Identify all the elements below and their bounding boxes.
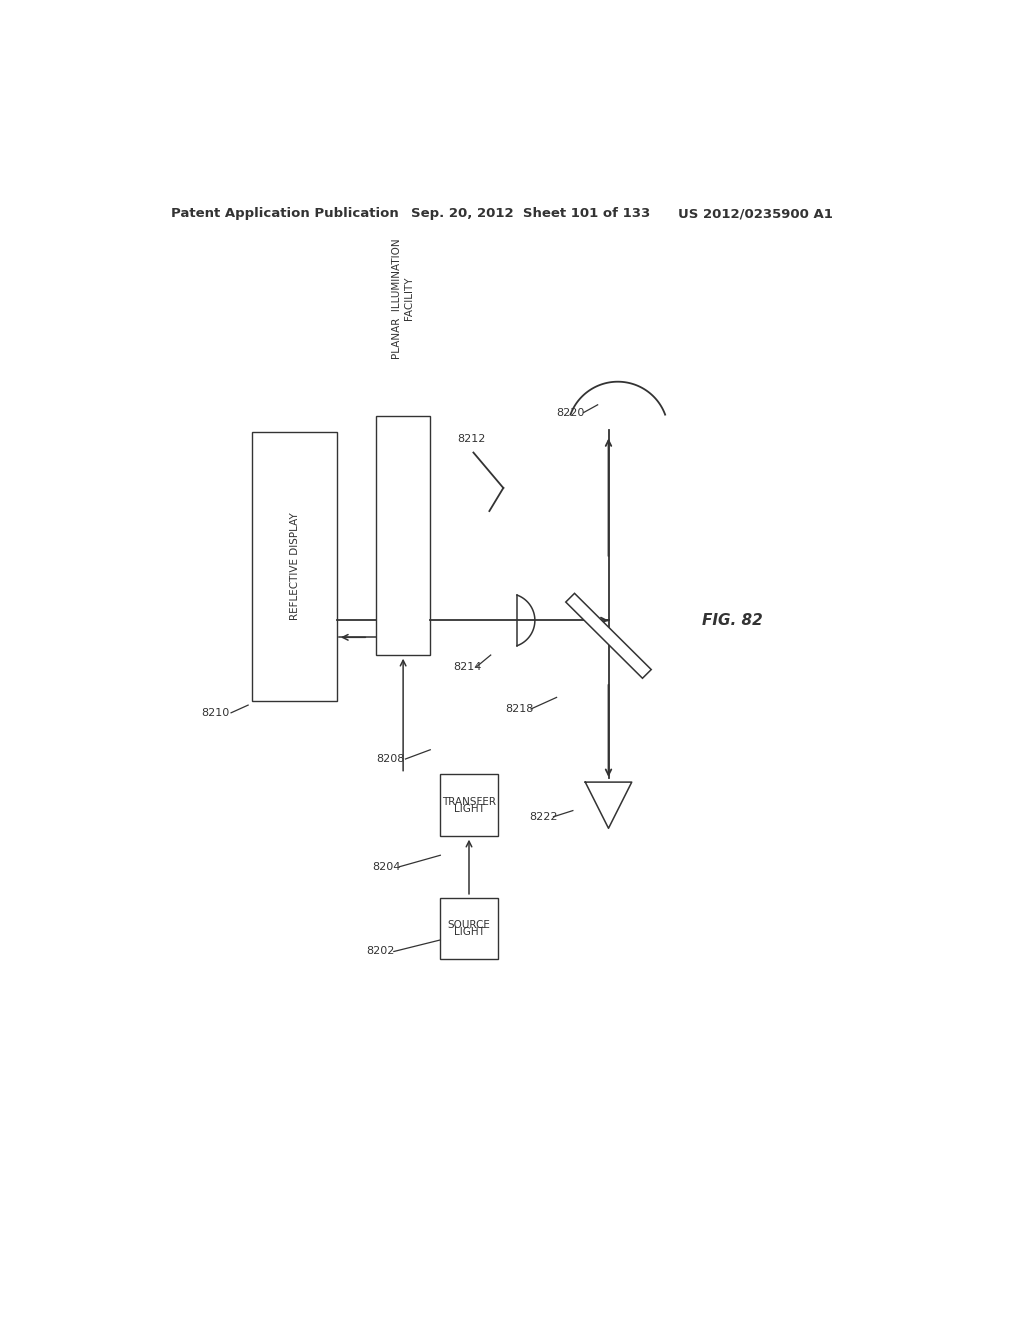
Text: SOURCE: SOURCE — [447, 920, 490, 929]
Bar — [252, 432, 337, 701]
Text: 8222: 8222 — [529, 812, 558, 822]
Text: Sep. 20, 2012  Sheet 101 of 133: Sep. 20, 2012 Sheet 101 of 133 — [411, 207, 650, 220]
Text: Patent Application Publication: Patent Application Publication — [171, 207, 398, 220]
Text: 8210: 8210 — [202, 708, 229, 718]
Text: 8214: 8214 — [454, 661, 482, 672]
Text: 8204: 8204 — [372, 862, 400, 871]
Text: TRANSFER: TRANSFER — [442, 796, 496, 807]
Text: PLANAR  ILLUMINATION
FACILITY: PLANAR ILLUMINATION FACILITY — [392, 238, 414, 359]
Text: FIG. 82: FIG. 82 — [701, 612, 762, 628]
Text: 8212: 8212 — [458, 434, 485, 445]
Text: US 2012/0235900 A1: US 2012/0235900 A1 — [678, 207, 834, 220]
Polygon shape — [565, 593, 651, 678]
Text: 8208: 8208 — [376, 754, 404, 764]
Text: 8218: 8218 — [506, 704, 534, 714]
Text: LIGHT: LIGHT — [454, 927, 484, 937]
Text: 8202: 8202 — [367, 946, 395, 957]
Text: REFLECTIVE DISPLAY: REFLECTIVE DISPLAY — [290, 512, 300, 620]
Bar — [440, 775, 498, 836]
Text: 8220: 8220 — [557, 408, 585, 417]
Bar — [376, 416, 430, 655]
Bar — [440, 898, 498, 960]
Text: LIGHT: LIGHT — [454, 804, 484, 814]
